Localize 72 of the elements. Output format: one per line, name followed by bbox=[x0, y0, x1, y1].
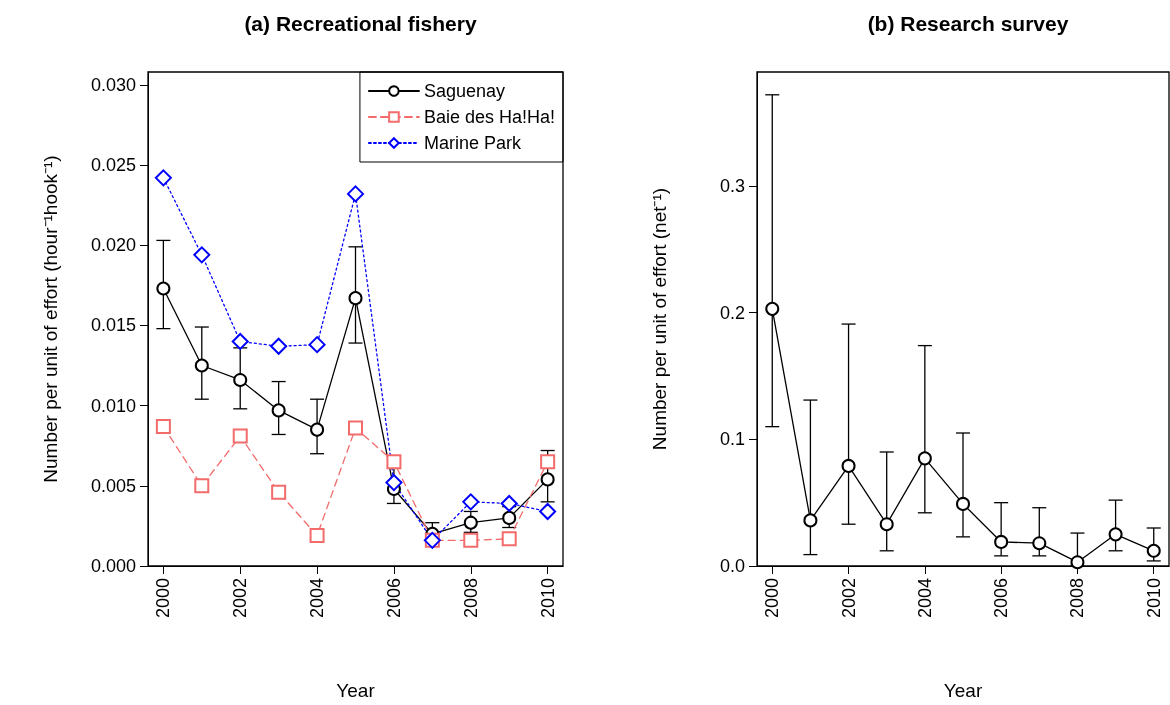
point bbox=[463, 532, 479, 548]
x-tick-label: 2002 bbox=[230, 578, 251, 619]
point bbox=[841, 458, 856, 473]
x-tick-label: 2002 bbox=[838, 578, 859, 619]
point bbox=[500, 494, 518, 512]
point bbox=[462, 493, 480, 511]
x-tick-label: 2006 bbox=[991, 578, 1012, 619]
point bbox=[1146, 543, 1161, 558]
point bbox=[154, 169, 172, 187]
point bbox=[994, 534, 1009, 549]
chart-title: (a) Recreational fishery bbox=[244, 12, 477, 35]
legend-label: Marine Park bbox=[423, 133, 522, 153]
point bbox=[193, 246, 211, 264]
point bbox=[501, 531, 517, 547]
point bbox=[231, 332, 249, 350]
y-tick-label: 0.005 bbox=[90, 475, 136, 496]
y-tick-label: 0.015 bbox=[90, 315, 136, 336]
point bbox=[917, 451, 932, 466]
point bbox=[348, 420, 363, 436]
legend-label: Baie des Ha!Ha! bbox=[423, 107, 556, 127]
point bbox=[310, 422, 325, 437]
point bbox=[271, 484, 287, 500]
point bbox=[463, 515, 478, 530]
x-axis-title: Year bbox=[943, 680, 983, 701]
point bbox=[271, 403, 286, 418]
x-tick-label: 2000 bbox=[153, 578, 174, 619]
x-tick-label: 2010 bbox=[537, 578, 558, 619]
y-tick-label: 0.2 bbox=[719, 302, 745, 323]
y-tick-label: 0.0 bbox=[719, 556, 745, 576]
point bbox=[765, 301, 780, 316]
point bbox=[232, 428, 248, 444]
point bbox=[1032, 536, 1047, 551]
point bbox=[879, 517, 894, 532]
point bbox=[156, 281, 171, 296]
x-tick-label: 2008 bbox=[460, 578, 481, 619]
y-axis-title: Number per unit of effort (hour⁻¹hook⁻¹) bbox=[40, 155, 61, 483]
point bbox=[803, 513, 818, 528]
point bbox=[309, 528, 325, 544]
point bbox=[308, 336, 326, 354]
point bbox=[155, 418, 171, 434]
x-tick-label: 2004 bbox=[307, 578, 328, 619]
point bbox=[539, 502, 557, 520]
point bbox=[1070, 555, 1085, 570]
point bbox=[1108, 527, 1123, 542]
point bbox=[348, 291, 363, 306]
y-tick-label: 0.3 bbox=[719, 176, 745, 196]
point bbox=[194, 358, 209, 373]
chart-title: (b) Research survey bbox=[867, 12, 1069, 35]
point bbox=[540, 454, 556, 470]
y-tick-label: 0.010 bbox=[90, 395, 136, 416]
y-axis-title: Number per unit of effort (net⁻¹) bbox=[649, 187, 670, 451]
x-tick-label: 2000 bbox=[762, 578, 783, 619]
point bbox=[385, 474, 403, 492]
point bbox=[233, 372, 248, 387]
y-tick-label: 0.030 bbox=[90, 74, 136, 95]
y-tick-label: 0.025 bbox=[90, 155, 136, 176]
point bbox=[347, 185, 364, 203]
point bbox=[270, 337, 288, 355]
point bbox=[540, 472, 555, 487]
x-axis-title: Year bbox=[336, 680, 376, 701]
y-tick-label: 0.020 bbox=[90, 235, 136, 256]
x-tick-label: 2006 bbox=[383, 578, 404, 619]
point bbox=[386, 454, 402, 470]
x-tick-label: 2010 bbox=[1143, 578, 1164, 619]
y-tick-label: 0.1 bbox=[719, 429, 745, 450]
legend-label: Saguenay bbox=[423, 81, 506, 101]
point bbox=[194, 478, 210, 494]
y-tick-label: 0.000 bbox=[90, 556, 136, 576]
point bbox=[502, 510, 517, 525]
x-tick-label: 2008 bbox=[1067, 578, 1088, 619]
x-tick-label: 2004 bbox=[914, 578, 935, 619]
point bbox=[956, 496, 970, 511]
